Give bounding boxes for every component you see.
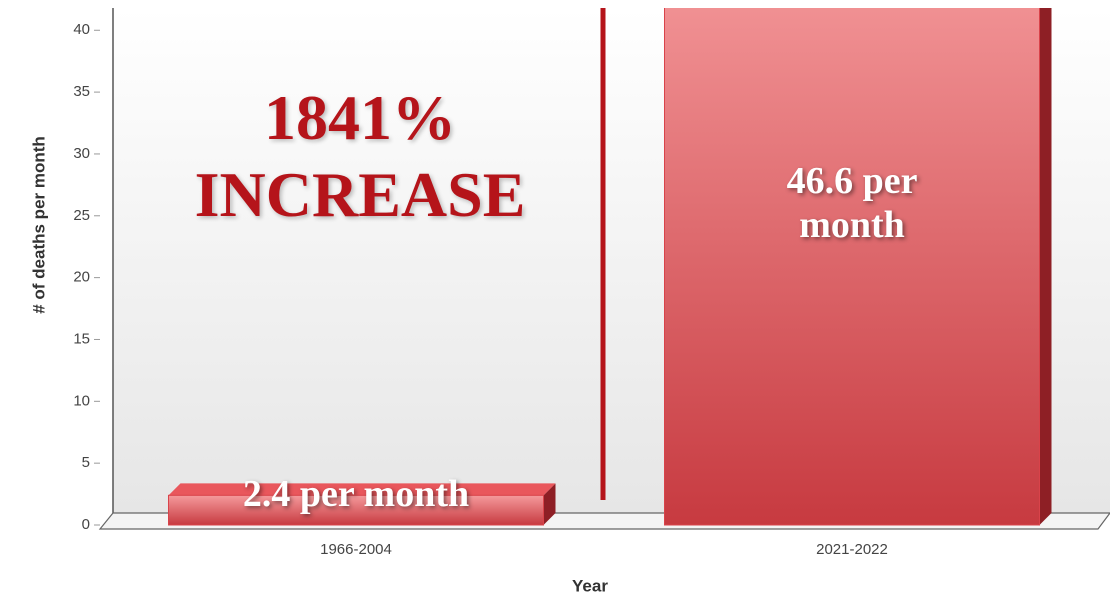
y-tick-label: 25: [73, 207, 90, 224]
x-tick-label: 1966-2004: [320, 541, 392, 558]
bar: [664, 8, 1040, 526]
bars: [168, 8, 1052, 526]
y-tick-label: 0: [82, 516, 90, 533]
x-axis-title: Year: [572, 576, 608, 595]
y-tick-label: 30: [73, 145, 90, 162]
y-tick-label: 40: [73, 21, 90, 38]
y-tick-label: 5: [82, 454, 90, 471]
value-label-box: 46.6 per month: [786, 160, 918, 246]
bar-top: [168, 483, 556, 496]
y-axis-title: # of deaths per month: [29, 136, 48, 314]
annotation: 1841% INCREASE: [194, 82, 526, 230]
x-tick-label: 2021-2022: [816, 541, 888, 558]
y-tick-label: 15: [73, 330, 90, 347]
bar: [168, 494, 544, 526]
value-label-box: 2.4 per month: [242, 473, 470, 516]
value-label: 2.4 per month: [242, 473, 470, 516]
y-tick-label: 20: [73, 269, 90, 286]
bar-side: [543, 483, 556, 525]
value-label: 46.6 per month: [786, 160, 918, 246]
annotation-box: 1841% INCREASE: [194, 82, 526, 230]
y-tick-label: 10: [73, 392, 90, 409]
y-tick-label: 35: [73, 83, 90, 100]
bar-side: [1039, 8, 1052, 525]
